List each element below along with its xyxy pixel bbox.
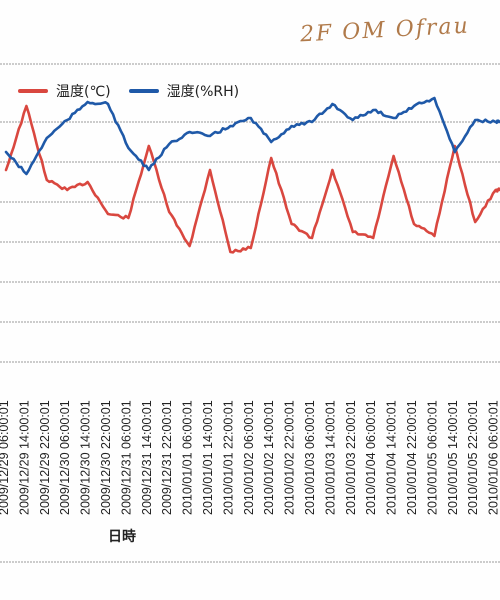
series-line-temperature [4,104,500,254]
x-tick-label: 2010/01/04 22:00:01 [405,400,419,515]
x-tick-label: 2010/01/04 14:00:01 [385,400,399,515]
legend-item-temperature: 温度(℃) [18,81,111,101]
x-tick-label: 2010/01/06 06:00:01 [487,400,500,515]
legend-swatch-humidity [128,89,159,93]
legend-label-humidity: 湿度(%RH) [166,84,240,100]
legend-label-temperature: 温度(℃) [56,84,111,100]
x-tick-label: 2010/01/01 22:00:01 [221,400,235,515]
x-tick-label: 2010/01/01 06:00:01 [181,400,195,515]
x-tick-label: 2009/12/29 14:00:01 [17,400,31,515]
x-tick-label: 2010/01/05 22:00:01 [466,400,480,515]
legend-swatch-temperature [18,89,48,93]
x-tick-label: 2009/12/29 06:00:01 [0,400,11,515]
series-line-humidity [4,96,500,176]
x-axis-title: 日時 [108,529,136,545]
legend: 温度(℃) 湿度(%RH) [18,80,257,102]
x-tick-label: 2010/01/03 06:00:01 [303,400,317,515]
x-tick-label: 2009/12/30 22:00:01 [99,400,113,515]
x-tick-label: 2010/01/02 06:00:01 [242,400,256,515]
x-tick-label: 2010/01/04 06:00:01 [364,400,378,515]
x-tick-label: 2010/01/05 14:00:01 [446,400,460,515]
x-tick-label: 2009/12/29 22:00:01 [38,400,52,515]
x-tick-label: 2009/12/30 14:00:01 [79,400,93,515]
x-tick-label: 2009/12/31 06:00:01 [119,400,133,515]
x-tick-label: 2010/01/03 22:00:01 [344,400,358,515]
x-tick-label: 2010/01/01 14:00:01 [201,400,215,515]
x-tick-label: 2010/01/02 14:00:01 [262,400,276,515]
x-tick-label: 2009/12/31 22:00:01 [160,400,174,515]
legend-item-humidity: 湿度(%RH) [128,81,240,101]
x-tick-label: 2010/01/03 14:00:01 [323,400,337,515]
x-tick-label: 2010/01/02 22:00:01 [283,400,297,515]
x-tick-label: 2009/12/30 06:00:01 [58,400,72,515]
x-tick-label: 2009/12/31 14:00:01 [140,400,154,515]
x-tick-label: 2010/01/05 06:00:01 [425,400,439,515]
